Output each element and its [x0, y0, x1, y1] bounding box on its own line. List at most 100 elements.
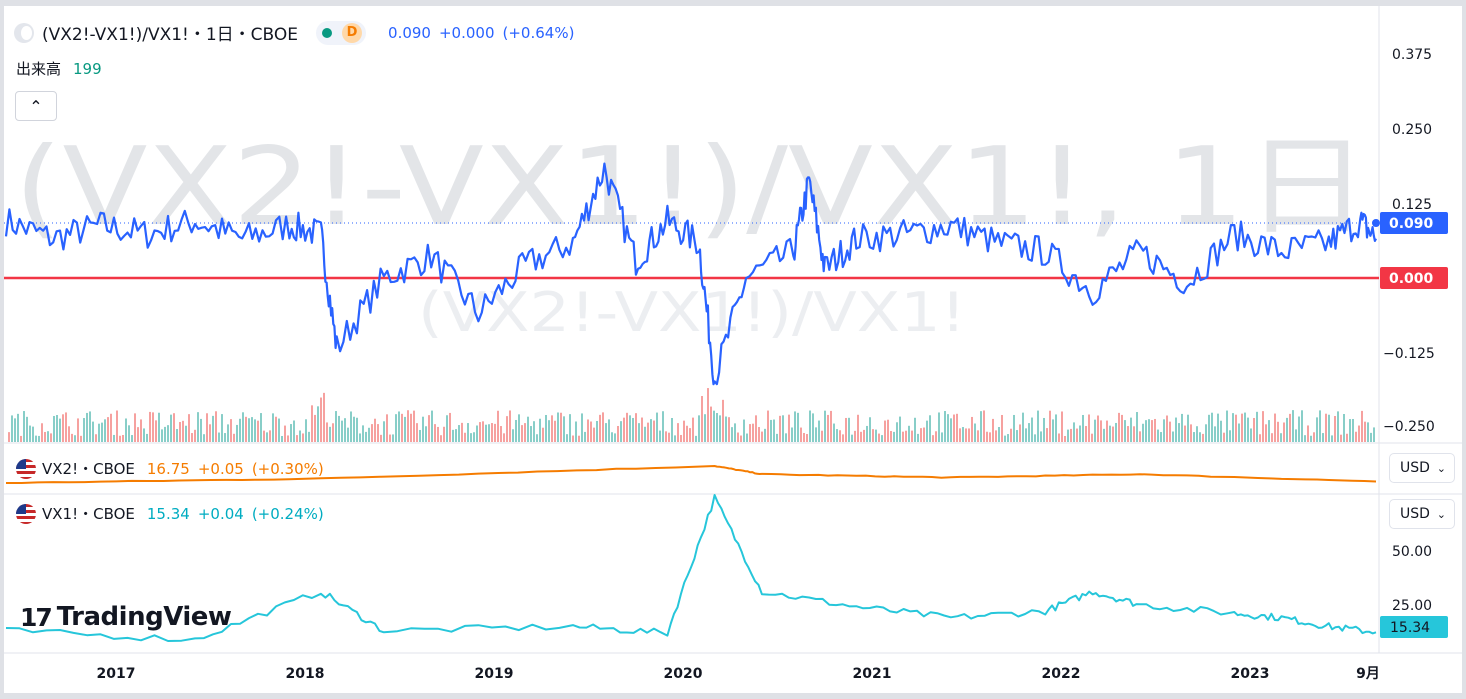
volume-bar [1118, 412, 1120, 442]
delayed-badge: D [342, 22, 363, 43]
tradingview-logo[interactable]: 17 TradingView [20, 602, 232, 632]
volume-bar [506, 416, 508, 442]
volume-bar [938, 412, 940, 442]
volume-bar [932, 435, 934, 442]
volume-bar [1232, 413, 1234, 442]
volume-bar [899, 416, 901, 442]
volume-bar [926, 420, 928, 442]
volume-bar [749, 424, 751, 442]
volume-bar [578, 435, 580, 442]
volume-bar [404, 416, 406, 442]
volume-bar [1061, 411, 1063, 442]
vx1-price-tick: 25.00 [1392, 598, 1432, 614]
volume-bar [533, 421, 535, 442]
volume-bar [1169, 421, 1171, 442]
volume-bar [335, 411, 337, 442]
volume-bar [413, 410, 415, 442]
volume-bar [545, 414, 547, 442]
current-price-label: 0.090 [1389, 216, 1434, 232]
volume-bar [863, 429, 865, 442]
volume-bar [713, 410, 715, 442]
vx2-legend[interactable]: VX2!・CBOE 16.75 +0.05 (+0.30%) [16, 458, 324, 479]
chart-canvas[interactable]: (VX2!-VX1!)/VX1!, 1日 (VX2!-VX1!)/VX1! 0.… [4, 6, 1462, 693]
volume-bar [20, 435, 22, 442]
volume-bar [584, 431, 586, 442]
volume-bar [1208, 414, 1210, 442]
vx2-last: 16.75 [146, 459, 190, 478]
volume-bar [776, 433, 778, 442]
vx1-currency-select[interactable]: USD ⌄ [1389, 499, 1455, 529]
volume-bar [29, 425, 31, 442]
volume-bar [794, 411, 796, 442]
volume-bar [1271, 433, 1273, 442]
volume-bar [1349, 419, 1351, 442]
vx2-series-line[interactable] [6, 465, 1377, 484]
volume-bar [185, 425, 187, 442]
volume-bar [857, 414, 859, 442]
volume-bar [287, 435, 289, 442]
symbol-title[interactable]: (VX2!-VX1!)/VX1!・1日・CBOE [42, 25, 299, 45]
volume-bar [32, 426, 34, 442]
volume-bar [461, 422, 463, 442]
volume-bar [881, 435, 883, 442]
volume-bar [617, 425, 619, 442]
volume-bar [935, 431, 937, 442]
volume-bar [368, 427, 370, 442]
volume-bar [1079, 425, 1081, 442]
volume-bar [638, 423, 640, 442]
volume-bar [602, 412, 604, 442]
volume-bar [662, 411, 664, 442]
volume-bar [491, 423, 493, 442]
volume-bar [1157, 429, 1159, 442]
spread-series-line[interactable] [4, 162, 1377, 386]
volume-bar [158, 412, 160, 442]
volume-bar [1244, 412, 1246, 442]
volume-bar [182, 420, 184, 442]
volume-bar [1199, 432, 1201, 442]
volume-bar [1187, 414, 1189, 442]
volume-bar [701, 396, 703, 442]
volume-bar [761, 431, 763, 442]
volume-bar [716, 413, 718, 442]
market-status-pill[interactable]: D [316, 20, 367, 45]
volume-bar [419, 429, 421, 442]
tradingview-mark-icon: 17 [20, 602, 53, 632]
volume-bar [263, 430, 265, 442]
volume-bar [668, 432, 670, 442]
volume-bar [1304, 435, 1306, 442]
vx1-legend[interactable]: VX1!・CBOE 15.34 +0.04 (+0.24%) [16, 503, 324, 524]
volume-bar [1364, 421, 1366, 442]
volume-bar [833, 423, 835, 442]
price-tick: −0.250 [1383, 419, 1435, 435]
volume-bar [848, 417, 850, 442]
volume-bar [872, 429, 874, 442]
volume-bar [1124, 420, 1126, 442]
volume-bar [971, 416, 973, 442]
volume-bar [248, 418, 250, 442]
volume-bar [947, 414, 949, 442]
volume-bar [110, 413, 112, 442]
volume-bar [770, 419, 772, 442]
volume-bar [854, 430, 856, 442]
vx1-change-percent: (+0.24%) [251, 504, 324, 523]
volume-bar [1046, 428, 1048, 442]
volume-legend[interactable]: 出来高 199 [16, 58, 102, 79]
volume-bar [23, 411, 25, 442]
vx2-currency-select[interactable]: USD ⌄ [1389, 453, 1455, 483]
volume-bar [914, 417, 916, 442]
collapse-legend-button[interactable]: ⌃ [15, 91, 57, 121]
volume-bar [341, 420, 343, 442]
main-legend[interactable]: (VX2!-VX1!)/VX1!・1日・CBOE D 0.090 +0.000 … [14, 20, 574, 45]
vx1-series-line[interactable] [5, 494, 1377, 642]
volume-bar [323, 392, 325, 442]
zero-label-bg [1380, 267, 1448, 289]
volume-bar [173, 413, 175, 442]
volume-bar [722, 399, 724, 442]
volume-bar [371, 424, 373, 442]
change-value: +0.000 [438, 23, 495, 42]
volume-bar [530, 426, 532, 442]
volume-bar [740, 435, 742, 442]
volume-bar [1013, 414, 1015, 442]
volume-bar [1136, 412, 1138, 442]
volume-bar [365, 431, 367, 442]
